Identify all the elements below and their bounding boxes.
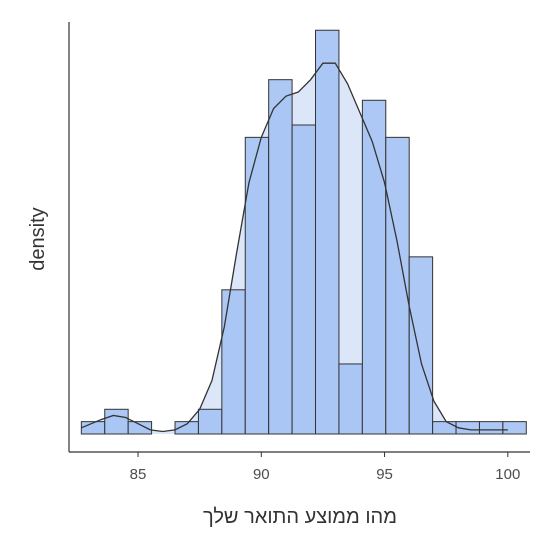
x-axis-ticks: 85 90 95 100	[130, 452, 520, 483]
plot-area	[80, 29, 527, 435]
x-tick-label: 100	[495, 466, 520, 483]
histogram-bar	[408, 256, 434, 435]
histogram-bar	[338, 363, 363, 435]
histogram-bar	[478, 421, 504, 435]
histogram-bar	[315, 29, 340, 435]
histogram-bar	[502, 421, 527, 435]
histogram-bar	[127, 421, 153, 435]
histogram-bar	[361, 99, 387, 435]
y-axis-title: density	[27, 207, 49, 270]
x-tick-label: 85	[130, 466, 147, 483]
histogram-bar	[268, 79, 293, 435]
x-tick-label: 95	[376, 466, 393, 483]
histogram-bar	[197, 408, 223, 435]
histogram-bar	[104, 408, 129, 435]
x-tick-label: 90	[253, 466, 270, 483]
histogram-bar	[221, 289, 246, 435]
histogram-bar	[291, 124, 317, 435]
x-axis-title: מהו ממוצע התואר שלך	[203, 506, 397, 528]
histogram-bars	[80, 29, 527, 435]
histogram-bar	[432, 421, 457, 435]
density-curve-line	[81, 62, 508, 433]
